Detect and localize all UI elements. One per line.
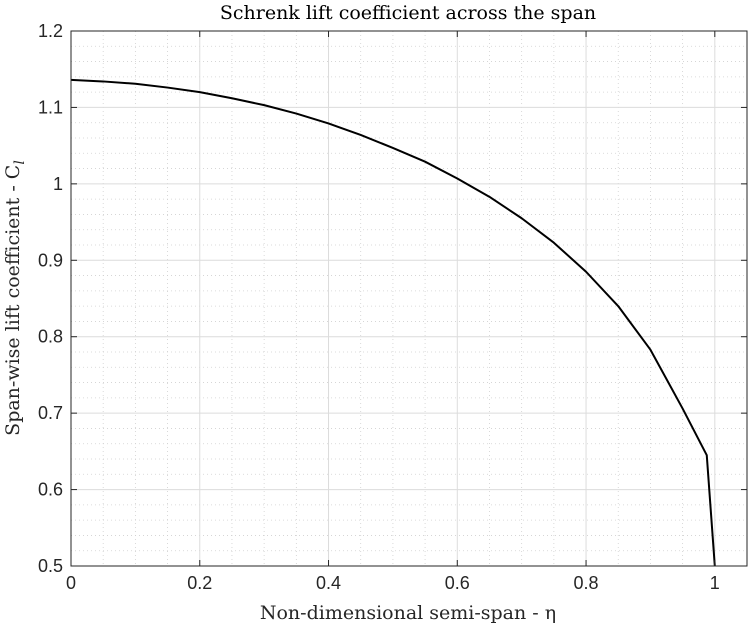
series-line bbox=[70, 78, 716, 567]
y-tick-label: 0.5 bbox=[38, 556, 63, 576]
x-tick-label: 0.6 bbox=[445, 573, 470, 593]
x-tick-label: 0.4 bbox=[316, 573, 341, 593]
series-layer bbox=[70, 78, 716, 567]
ticks-layer: 0 0.2 0.4 0.6 0.8 1 0.5 0.6 0.7 0.8 0.9 1 1.1 1.2 bbox=[38, 21, 747, 593]
y-tick-label: 1.2 bbox=[38, 21, 63, 41]
chart-title: Schrenk lift coefficient across the span bbox=[220, 2, 596, 24]
y-axis-label-main: Span-wise lift coefficient - C bbox=[2, 165, 24, 436]
major-grid bbox=[70, 30, 747, 567]
y-tick-label: 1.1 bbox=[38, 97, 63, 117]
plot-frame bbox=[70, 30, 748, 567]
minor-grid bbox=[71, 31, 747, 566]
y-tick-label: 0.8 bbox=[38, 327, 63, 347]
x-tick-label: 1 bbox=[710, 573, 720, 593]
y-axis-label-subscript: l bbox=[12, 160, 28, 164]
y-tick-label: 1 bbox=[53, 174, 63, 194]
x-axis-label: Non-dimensional semi-span - η bbox=[260, 602, 556, 624]
x-tick-label: 0 bbox=[66, 573, 76, 593]
y-tick-label: 0.9 bbox=[38, 250, 63, 270]
x-tick-label: 0.8 bbox=[574, 573, 599, 593]
y-tick-label: 0.6 bbox=[38, 480, 63, 500]
y-tick-label: 0.7 bbox=[38, 403, 63, 423]
y-axis-label: Span-wise lift coefficient - Cl bbox=[2, 160, 28, 436]
x-tick-label: 0.2 bbox=[187, 573, 212, 593]
